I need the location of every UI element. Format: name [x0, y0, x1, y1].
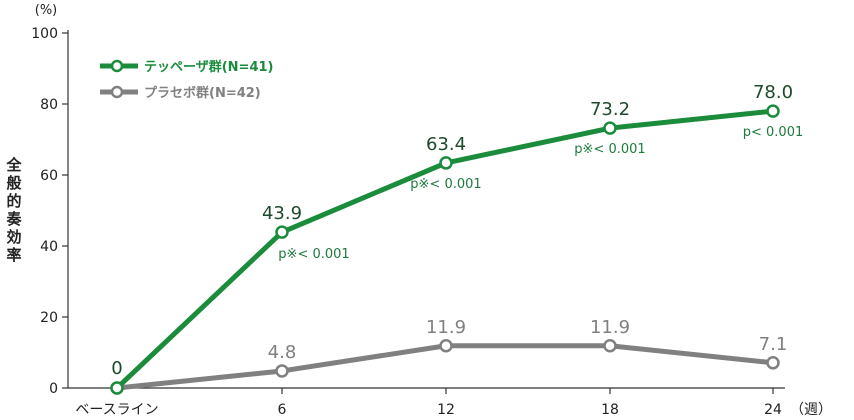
legend-marker: [110, 85, 124, 99]
data-point: [439, 156, 453, 170]
legend: テッペーザ群(N=41) プラセボ群(N=42): [100, 59, 274, 101]
data-point: [603, 339, 617, 353]
p-value-label: p< 0.001: [743, 125, 804, 140]
data-label: 11.9: [590, 317, 630, 338]
x-tick-label: 12: [437, 402, 455, 418]
p-value-label: p※< 0.001: [278, 247, 349, 262]
legend-label: テッペーザ群(N=41): [144, 59, 274, 75]
x-tick-label: ベースライン: [75, 402, 158, 418]
data-label: 73.2: [590, 99, 630, 120]
data-point: [766, 356, 780, 370]
y-axis-title-char: 効: [6, 228, 21, 246]
data-point: [603, 121, 617, 135]
x-unit-label: （週）: [790, 402, 832, 418]
y-axis-title-char: 率: [6, 246, 21, 264]
data-label: 7.1: [759, 334, 788, 355]
data-point: [275, 364, 289, 378]
data-point: [766, 104, 780, 118]
y-axis-title-char: 奏: [5, 210, 22, 228]
y-tick-label: 0: [49, 381, 58, 397]
data-label: 11.9: [426, 317, 466, 338]
data-label: 4.8: [268, 342, 297, 363]
y-axis-title-char: 般: [6, 174, 21, 192]
p-value-label: p※< 0.001: [574, 142, 645, 157]
y-tick-label: 100: [31, 26, 58, 42]
p-value-label: p※< 0.001: [410, 177, 481, 192]
data-label: 0: [111, 358, 122, 379]
x-tick-label: 6: [278, 402, 287, 418]
legend-label: プラセボ群(N=42): [144, 85, 261, 101]
data-point: [439, 339, 453, 353]
y-tick-label: 20: [40, 310, 58, 326]
y-tick-label: 60: [40, 168, 58, 184]
y-axis-title-char: 全: [5, 156, 22, 174]
data-label: 63.4: [426, 134, 466, 155]
y-tick-label: 40: [40, 239, 58, 255]
data-point: [110, 381, 124, 395]
data-label: 43.9: [262, 203, 302, 224]
y-tick-label: 80: [40, 97, 58, 113]
x-tick-label: 24: [764, 402, 782, 418]
data-label: 78.0: [753, 82, 793, 103]
y-axis-title-char: 的: [6, 192, 21, 210]
y-unit-label: (%): [35, 3, 58, 18]
legend-marker: [110, 59, 124, 73]
data-point: [275, 225, 289, 239]
x-tick-label: 18: [601, 402, 619, 418]
